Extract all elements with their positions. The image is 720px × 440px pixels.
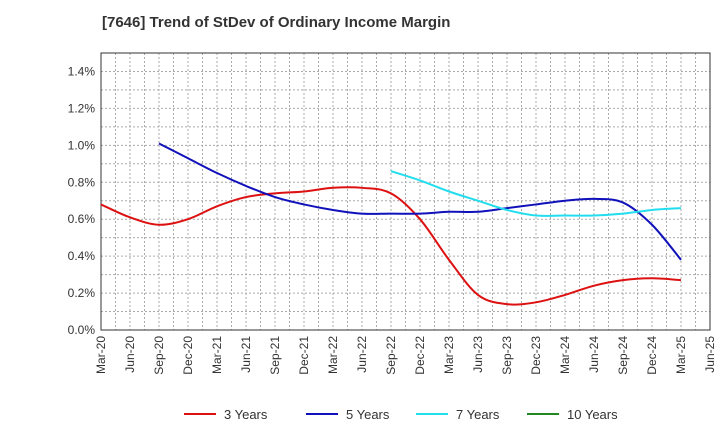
x-tick-label: Jun-22 — [355, 336, 369, 373]
x-tick-label: Mar-25 — [674, 336, 688, 374]
y-tick-label: 0.8% — [68, 175, 96, 189]
legend-label-5-years: 5 Years — [346, 407, 390, 422]
plot-border — [100, 52, 711, 331]
x-tick-label: Jun-24 — [587, 336, 601, 373]
x-tick-label: Dec-21 — [297, 336, 311, 375]
legend-label-3-years: 3 Years — [224, 407, 268, 422]
x-tick-label: Sep-22 — [384, 336, 398, 375]
x-tick-label: Sep-24 — [616, 336, 630, 375]
x-tick-label: Dec-22 — [413, 336, 427, 375]
y-tick-label: 1.0% — [68, 138, 96, 152]
x-tick-label: Sep-23 — [500, 336, 514, 375]
x-tick-label: Mar-21 — [210, 336, 224, 374]
y-tick-label: 0.2% — [68, 286, 96, 300]
series-line-3-years — [100, 186, 682, 306]
x-tick-label: Dec-20 — [181, 336, 195, 375]
y-tick-label: 0.4% — [68, 249, 96, 263]
x-tick-label: Jun-23 — [471, 336, 485, 373]
x-tick-label: Sep-21 — [268, 336, 282, 375]
series-line-5-years — [158, 142, 682, 261]
plot-area — [101, 53, 710, 330]
series-lines — [100, 142, 682, 306]
x-tick-label: Mar-24 — [558, 336, 572, 374]
x-tick-label: Mar-20 — [94, 336, 108, 374]
grid-lines — [101, 53, 710, 330]
x-tick-label: Jun-25 — [703, 336, 717, 373]
legend: 3 Years 5 Years 7 Years 10 Years — [184, 407, 618, 422]
series-line-7-years — [390, 170, 682, 217]
x-tick-label: Dec-23 — [529, 336, 543, 375]
x-tick-label: Jun-20 — [123, 336, 137, 373]
axes: 0.0% 0.2% 0.4% 0.6% 0.8% 1.0% 1.2% 1.4% Mar-20 Ju… — [68, 52, 717, 375]
x-tick-label: Mar-22 — [326, 336, 340, 374]
y-tick-label: 1.2% — [68, 101, 96, 115]
x-tick-label: Dec-24 — [645, 336, 659, 375]
legend-label-7-years: 7 Years — [456, 407, 500, 422]
x-tick-label: Sep-20 — [152, 336, 166, 375]
y-tick-label: 0.6% — [68, 212, 96, 226]
y-tick-label: 0.0% — [68, 323, 96, 337]
y-tick-label: 1.4% — [68, 64, 96, 78]
x-tick-label: Mar-23 — [442, 336, 456, 374]
legend-label-10-years: 10 Years — [567, 407, 618, 422]
x-tick-label: Jun-21 — [239, 336, 253, 373]
chart-title: [7646] Trend of StDev of Ordinary Income… — [102, 14, 451, 31]
